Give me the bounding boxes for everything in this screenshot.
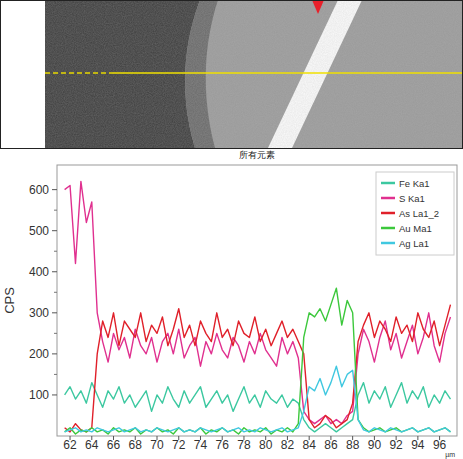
y-tick (52, 271, 57, 272)
y-tick-label: 300 (29, 306, 49, 320)
y-axis-title: CPS (2, 287, 17, 314)
series-line (65, 383, 451, 432)
x-tick-label: 88 (346, 438, 360, 452)
chart-root: 所有元素 100 200 300 400 500 600 62 64 66 68 70 72 74 76 78… (0, 0, 463, 459)
y-minor-tick (54, 333, 57, 334)
x-axis-title: µm (445, 451, 455, 459)
y-minor-tick (54, 210, 57, 211)
x-tick-label: 72 (172, 438, 186, 452)
y-minor-tick (54, 251, 57, 252)
plot-frame (57, 165, 457, 436)
legend-swatch (381, 212, 395, 215)
legend-swatch (381, 182, 395, 185)
legend-label: Au Ma1 (399, 223, 432, 234)
y-tick-label: 200 (29, 347, 49, 361)
y-tick (52, 189, 57, 190)
series-line (65, 288, 451, 434)
x-tick-label: 74 (194, 438, 208, 452)
y-minor-tick (54, 374, 57, 375)
y-minor-tick (54, 292, 57, 293)
x-tick-label: 70 (150, 438, 164, 452)
series-line (65, 366, 451, 432)
legend-label: Fe Ka1 (399, 178, 430, 189)
legend-swatch (381, 242, 395, 245)
y-tick-label: 600 (29, 183, 49, 197)
x-tick-label: 78 (237, 438, 251, 452)
legend-swatch (381, 197, 395, 200)
sem-image (45, 0, 463, 148)
image-frame (1, 1, 463, 149)
legend-swatch (381, 227, 395, 230)
y-tick (52, 312, 57, 313)
y-tick (52, 394, 57, 395)
x-tick-label: 64 (85, 438, 99, 452)
x-tick-label: 80 (259, 438, 273, 452)
x-tick-label: 82 (281, 438, 295, 452)
x-tick-label: 96 (433, 438, 447, 452)
arrow (312, 0, 324, 14)
legend-box (376, 172, 454, 255)
x-tick-label: 66 (107, 438, 121, 452)
x-tick-label: 94 (411, 438, 425, 452)
chart-title: 所有元素 (239, 150, 275, 160)
x-tick-label: 90 (368, 438, 382, 452)
legend: Fe Ka1 S Ka1 As La1_2 Au Ma1 Ag La1 (376, 172, 454, 255)
x-tick-label: 86 (324, 438, 338, 452)
x-tick-label: 62 (63, 438, 77, 452)
x-tick-label: 92 (389, 438, 403, 452)
series-line (65, 305, 451, 432)
legend-label: As La1_2 (399, 208, 439, 219)
x-tick-label: 68 (129, 438, 143, 452)
y-tick-label: 400 (29, 265, 49, 279)
legend-label: S Ka1 (399, 193, 425, 204)
y-tick-label: 100 (29, 388, 49, 402)
y-tick (52, 230, 57, 231)
legend-label: Ag La1 (399, 238, 429, 249)
x-tick-label: 84 (302, 438, 316, 452)
x-tick-label: 76 (216, 438, 230, 452)
y-tick (52, 353, 57, 354)
y-tick-label: 500 (29, 224, 49, 238)
